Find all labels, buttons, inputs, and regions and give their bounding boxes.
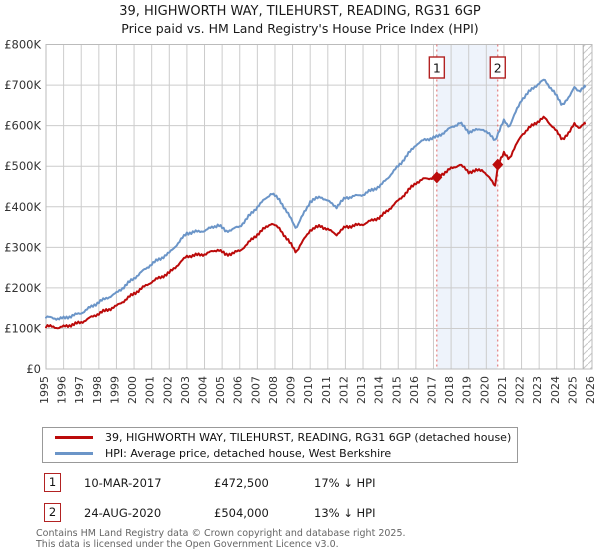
license-footer: Contains HM Land Registry data © Crown c… <box>36 528 406 550</box>
x-axis-tick-label: 2022 <box>514 376 527 404</box>
sale-point-marker-2 <box>492 158 504 171</box>
x-axis-tick-label: 2010 <box>302 376 315 404</box>
x-axis-tick-label: 2024 <box>549 376 562 404</box>
transaction-1-date: 10-MAR-2017 <box>84 476 162 490</box>
legend-label-hpi: HPI: Average price, detached house, West… <box>105 446 392 460</box>
y-axis-tick-label: £400K <box>4 200 41 214</box>
footer-line-2: This data is licensed under the Open Gov… <box>36 538 339 550</box>
future-hatch-region <box>583 44 592 369</box>
x-axis-tick-label: 2008 <box>267 376 280 404</box>
y-axis-tick-label: £300K <box>4 240 41 254</box>
x-axis-tick-label: 2003 <box>179 376 192 404</box>
sale-number-box-1 <box>428 56 446 79</box>
x-axis-tick-label: 1995 <box>38 376 51 404</box>
transaction-1-price: £472,500 <box>214 476 269 490</box>
x-axis-tick-label: 2026 <box>584 376 597 404</box>
x-axis-tick-label: 2012 <box>337 376 350 404</box>
series-line-hpi <box>45 78 586 321</box>
y-axis-tick-label: £600K <box>4 119 41 133</box>
y-axis-tick-label: £100K <box>4 321 41 335</box>
y-axis-tick-label: £500K <box>4 159 41 173</box>
chart-legend: 39, HIGHWORTH WAY, TILEHURST, READING, R… <box>42 427 518 463</box>
x-axis-tick-label: 2004 <box>197 376 210 404</box>
price-chart: £0 £100K £200K £300K £400K £500K £600K £700K £80… <box>4 38 597 405</box>
x-axis-tick-label: 2001 <box>144 376 157 404</box>
x-axis-tick-label: 2021 <box>496 376 509 404</box>
price-paid-line-swatch <box>55 435 93 439</box>
footer-line-1: Contains HM Land Registry data © Crown c… <box>36 528 406 539</box>
x-axis-tick-label: 1997 <box>73 376 86 404</box>
x-axis-tick-label: 2017 <box>425 376 438 404</box>
transaction-2-number-badge: 2 <box>44 503 61 522</box>
sale-number-box-2 <box>489 56 506 79</box>
transaction-2-hpi-delta: 13% ↓ HPI <box>314 506 376 520</box>
x-axis-tick-label: 2025 <box>566 376 579 404</box>
hpi-line-swatch <box>55 451 93 455</box>
x-axis-tick-label: 2006 <box>232 376 245 404</box>
legend-label-price-paid: 39, HIGHWORTH WAY, TILEHURST, READING, R… <box>105 430 512 444</box>
x-axis-tick-label: 2013 <box>355 376 368 404</box>
transaction-row-2: 2 24-AUG-2020 £504,000 13% ↓ HPI <box>0 503 600 523</box>
y-axis-tick-label: £700K <box>4 78 41 92</box>
x-axis-tick-label: 2002 <box>161 376 174 404</box>
legend-item-price-paid: 39, HIGHWORTH WAY, TILEHURST, READING, R… <box>43 429 517 445</box>
sale-number-label-1: 1 <box>433 61 441 76</box>
transaction-2-date: 24-AUG-2020 <box>84 506 162 520</box>
x-axis-tick-label: 1998 <box>91 376 104 404</box>
x-axis-tick-label: 2023 <box>531 376 544 404</box>
y-axis-tick-label: £200K <box>4 281 41 295</box>
x-axis-tick-label: 1999 <box>108 376 121 404</box>
series-line-price-paid <box>45 115 586 330</box>
page-subtitle: Price paid vs. HM Land Registry's House … <box>121 21 479 36</box>
y-axis-tick-label: £800K <box>4 38 41 52</box>
sale-point-marker-1 <box>431 171 443 184</box>
page-title: 39, HIGHWORTH WAY, TILEHURST, READING, R… <box>119 4 481 19</box>
x-axis-tick-label: 2014 <box>373 376 386 404</box>
x-axis-tick-label: 2005 <box>214 376 227 404</box>
x-axis-tick-label: 2007 <box>249 376 262 404</box>
x-axis-tick-label: 2000 <box>126 376 139 404</box>
transaction-1-number-badge: 1 <box>44 473 61 492</box>
transaction-1-hpi-delta: 17% ↓ HPI <box>314 476 376 490</box>
x-axis-tick-label: 2020 <box>478 376 491 404</box>
transaction-row-1: 1 10-MAR-2017 £472,500 17% ↓ HPI <box>0 473 600 493</box>
x-axis-tick-label: 2011 <box>320 376 333 404</box>
x-axis-tick-label: 2015 <box>390 376 403 404</box>
sale-number-label-2: 2 <box>494 61 502 76</box>
x-axis-tick-label: 1996 <box>56 376 69 404</box>
x-axis-tick-label: 2018 <box>443 376 456 404</box>
legend-item-hpi: HPI: Average price, detached house, West… <box>43 445 517 461</box>
x-axis-tick-label: 2019 <box>461 376 474 404</box>
y-axis-tick-label: £0 <box>26 362 41 376</box>
x-axis-tick-label: 2016 <box>408 376 421 404</box>
transaction-2-price: £504,000 <box>214 506 269 520</box>
x-axis-tick-label: 2009 <box>285 376 298 404</box>
